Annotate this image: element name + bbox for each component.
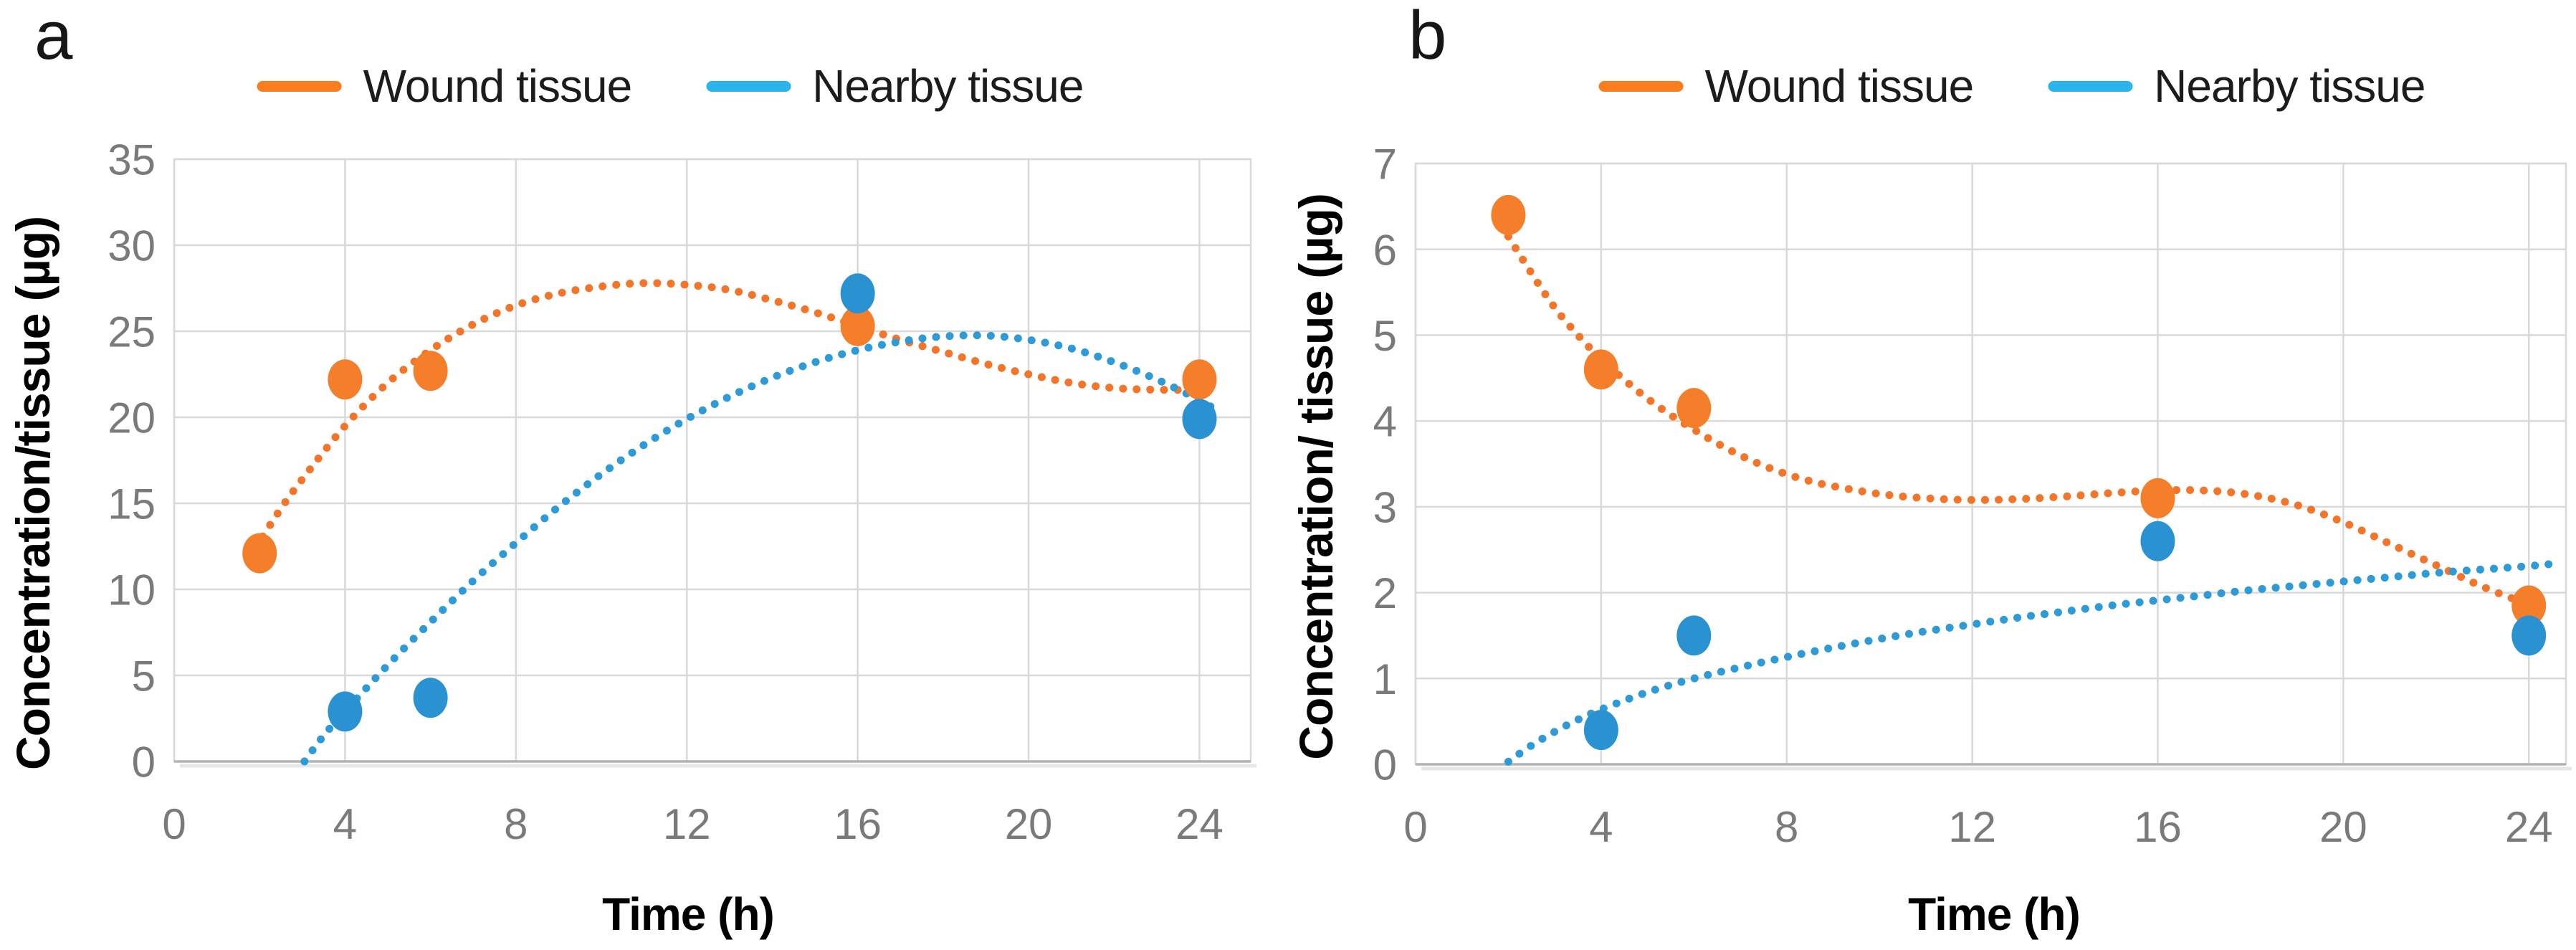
trendline-wound-tissue: [1504, 232, 2533, 609]
data-point-wound-tissue: [413, 351, 448, 391]
trendline-wound-tissue: [251, 279, 1212, 552]
legend-item-nearby-tissue: Nearby tissue: [2048, 60, 2425, 113]
x-tick-label: 12: [1948, 803, 1996, 851]
chart-a: 0 4 8 12 16 20 24 0 5 10 15 20 25 30 35: [108, 136, 1256, 848]
data-point-wound-tissue: [1583, 349, 1618, 390]
y-tick-label: 20: [108, 394, 156, 442]
legend-label-nearby-tissue: Nearby tissue: [812, 60, 1084, 112]
data-point-wound-tissue: [1182, 359, 1217, 400]
legend-b: Wound tissue Nearby tissue: [1598, 60, 2425, 113]
x-tick-label: 16: [2134, 803, 2182, 851]
legend-label-wound-tissue: Wound tissue: [363, 60, 633, 112]
panel-b-letter: b: [1408, 0, 1447, 74]
y-tick-label: 3: [1373, 483, 1397, 531]
data-point-nearby-tissue: [1676, 615, 1712, 656]
y-tick-label: 5: [1373, 312, 1397, 360]
x-tick-label: 20: [1005, 800, 1053, 848]
data-point-wound-tissue: [1491, 194, 1526, 235]
y-tick-label: 10: [108, 566, 156, 614]
y-tick-label: 0: [1373, 741, 1397, 789]
data-point-nearby-tissue: [1182, 399, 1217, 440]
y-tick-label: 7: [1373, 141, 1397, 189]
nearby-tissue-swatch-icon: [706, 80, 791, 92]
plot-border: [1414, 162, 2567, 766]
wound-tissue-swatch-icon: [257, 80, 342, 92]
x-tick-label: 20: [2319, 803, 2367, 851]
trendline-nearby-tissue: [300, 331, 1221, 766]
y-axis-title-a: Concentration/tissue (µg): [6, 216, 59, 771]
y-tick-label: 25: [108, 308, 156, 356]
panel-a: a Wound tissue Nearby tissue 0 4 8 12 16 20 24…: [6, 0, 1256, 940]
data-point-nearby-tissue: [328, 691, 363, 732]
legend-item-nearby-tissue: Nearby tissue: [706, 60, 1084, 113]
x-axis-title-a: Time (h): [602, 888, 775, 940]
trendline-nearby-tissue: [1504, 559, 2561, 766]
x-tick-label: 24: [1175, 800, 1223, 848]
legend-label-nearby-tissue: Nearby tissue: [2154, 60, 2425, 112]
data-point-nearby-tissue: [2140, 521, 2175, 561]
data-point-nearby-tissue: [413, 678, 448, 718]
x-tick-label: 12: [663, 800, 711, 848]
y-tick-label: 2: [1373, 569, 1397, 617]
x-tick-label: 24: [2505, 803, 2553, 851]
data-point-wound-tissue: [2511, 585, 2547, 626]
legend-a: Wound tissue Nearby tissue: [257, 60, 1084, 112]
y-tick-label: 30: [108, 222, 156, 270]
data-point-nearby-tissue: [1583, 710, 1618, 751]
y-tick-label: 15: [108, 480, 156, 528]
x-tick-label: 16: [834, 800, 882, 848]
y-axis-title-b: Concentration/ tissue (µg): [1289, 194, 1342, 760]
data-point-wound-tissue: [2140, 478, 2175, 518]
x-tick-label: 4: [1589, 803, 1613, 851]
y-tick-label: 6: [1373, 226, 1397, 274]
y-tick-label: 4: [1373, 398, 1397, 446]
x-tick-label: 4: [333, 800, 357, 848]
x-tick-label: 0: [1403, 803, 1427, 851]
nearby-tissue-swatch-icon: [2048, 80, 2133, 92]
data-point-wound-tissue: [328, 359, 363, 400]
data-point-nearby-tissue: [840, 273, 875, 314]
y-tick-label: 35: [108, 136, 156, 184]
data-point-wound-tissue: [1676, 388, 1712, 429]
x-tick-label: 0: [162, 800, 186, 848]
wound-tissue-swatch-icon: [1598, 80, 1684, 92]
panel-a-letter: a: [34, 0, 73, 74]
y-tick-label: 5: [132, 652, 156, 700]
legend-label-wound-tissue: Wound tissue: [1704, 60, 1975, 112]
data-point-wound-tissue: [242, 533, 277, 574]
y-tick-label: 0: [132, 738, 156, 787]
legend-item-wound-tissue: Wound tissue: [1598, 60, 1975, 113]
x-tick-label: 8: [504, 800, 528, 848]
plot-border: [173, 158, 1252, 763]
x-tick-label: 8: [1775, 803, 1798, 851]
data-point-wound-tissue: [840, 305, 875, 346]
panel-b: b Wound tissue Nearby tissue 0 4 8 12 16 20 24…: [1288, 0, 2576, 950]
x-axis-title-b: Time (h): [1908, 888, 2081, 940]
legend-item-wound-tissue: Wound tissue: [257, 60, 632, 113]
data-point-nearby-tissue: [2511, 615, 2547, 656]
y-tick-label: 1: [1373, 655, 1397, 703]
